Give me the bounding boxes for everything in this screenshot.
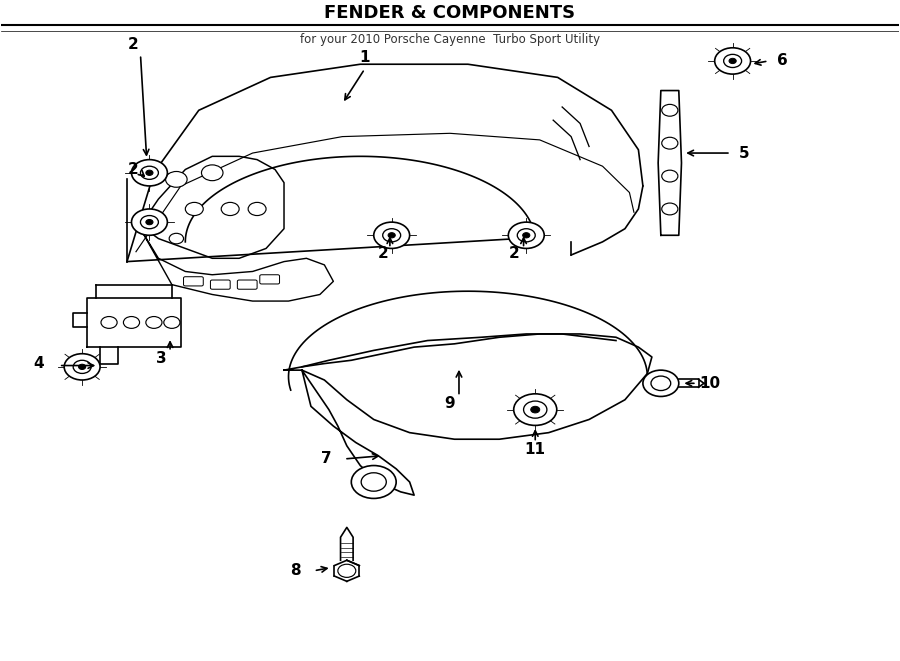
Circle shape bbox=[338, 564, 356, 577]
Circle shape bbox=[651, 376, 670, 391]
Text: 2: 2 bbox=[128, 162, 139, 177]
Circle shape bbox=[388, 233, 395, 238]
Circle shape bbox=[202, 165, 223, 180]
Circle shape bbox=[514, 394, 557, 426]
Text: 3: 3 bbox=[156, 351, 166, 366]
FancyBboxPatch shape bbox=[238, 280, 257, 290]
Circle shape bbox=[662, 137, 678, 149]
Circle shape bbox=[508, 222, 544, 249]
FancyBboxPatch shape bbox=[184, 277, 203, 286]
Text: 2: 2 bbox=[128, 37, 139, 52]
Circle shape bbox=[101, 317, 117, 329]
Circle shape bbox=[140, 166, 158, 179]
Circle shape bbox=[531, 407, 540, 413]
Text: 2: 2 bbox=[509, 245, 520, 260]
Text: 9: 9 bbox=[445, 395, 455, 410]
Circle shape bbox=[724, 54, 742, 67]
Circle shape bbox=[643, 370, 679, 397]
Circle shape bbox=[131, 159, 167, 186]
Circle shape bbox=[382, 229, 400, 242]
Circle shape bbox=[361, 473, 386, 491]
Circle shape bbox=[185, 202, 203, 215]
Circle shape bbox=[374, 222, 410, 249]
Circle shape bbox=[146, 170, 153, 175]
Circle shape bbox=[221, 202, 239, 215]
Text: FENDER & COMPONENTS: FENDER & COMPONENTS bbox=[324, 4, 576, 22]
Text: 8: 8 bbox=[291, 563, 301, 578]
Circle shape bbox=[166, 171, 187, 187]
Text: 6: 6 bbox=[777, 54, 788, 69]
Text: 5: 5 bbox=[739, 145, 750, 161]
Text: 4: 4 bbox=[34, 356, 44, 371]
Circle shape bbox=[715, 48, 751, 74]
Circle shape bbox=[140, 215, 158, 229]
FancyBboxPatch shape bbox=[260, 275, 280, 284]
Circle shape bbox=[169, 233, 184, 244]
Circle shape bbox=[248, 202, 266, 215]
Circle shape bbox=[351, 465, 396, 498]
Circle shape bbox=[662, 203, 678, 215]
Circle shape bbox=[729, 58, 736, 63]
Circle shape bbox=[131, 209, 167, 235]
FancyBboxPatch shape bbox=[211, 280, 230, 290]
Circle shape bbox=[523, 233, 530, 238]
Circle shape bbox=[73, 360, 91, 373]
Circle shape bbox=[123, 317, 140, 329]
Text: 11: 11 bbox=[525, 442, 545, 457]
Circle shape bbox=[662, 170, 678, 182]
Circle shape bbox=[146, 317, 162, 329]
Circle shape bbox=[524, 401, 547, 418]
Text: for your 2010 Porsche Cayenne  Turbo Sport Utility: for your 2010 Porsche Cayenne Turbo Spor… bbox=[300, 33, 600, 46]
Circle shape bbox=[78, 364, 86, 369]
Text: 7: 7 bbox=[321, 451, 331, 467]
Text: 2: 2 bbox=[377, 245, 388, 260]
Circle shape bbox=[518, 229, 536, 242]
Circle shape bbox=[662, 104, 678, 116]
Text: 10: 10 bbox=[699, 376, 721, 391]
Circle shape bbox=[146, 219, 153, 225]
Circle shape bbox=[164, 317, 180, 329]
Circle shape bbox=[64, 354, 100, 380]
Text: 1: 1 bbox=[359, 50, 370, 65]
